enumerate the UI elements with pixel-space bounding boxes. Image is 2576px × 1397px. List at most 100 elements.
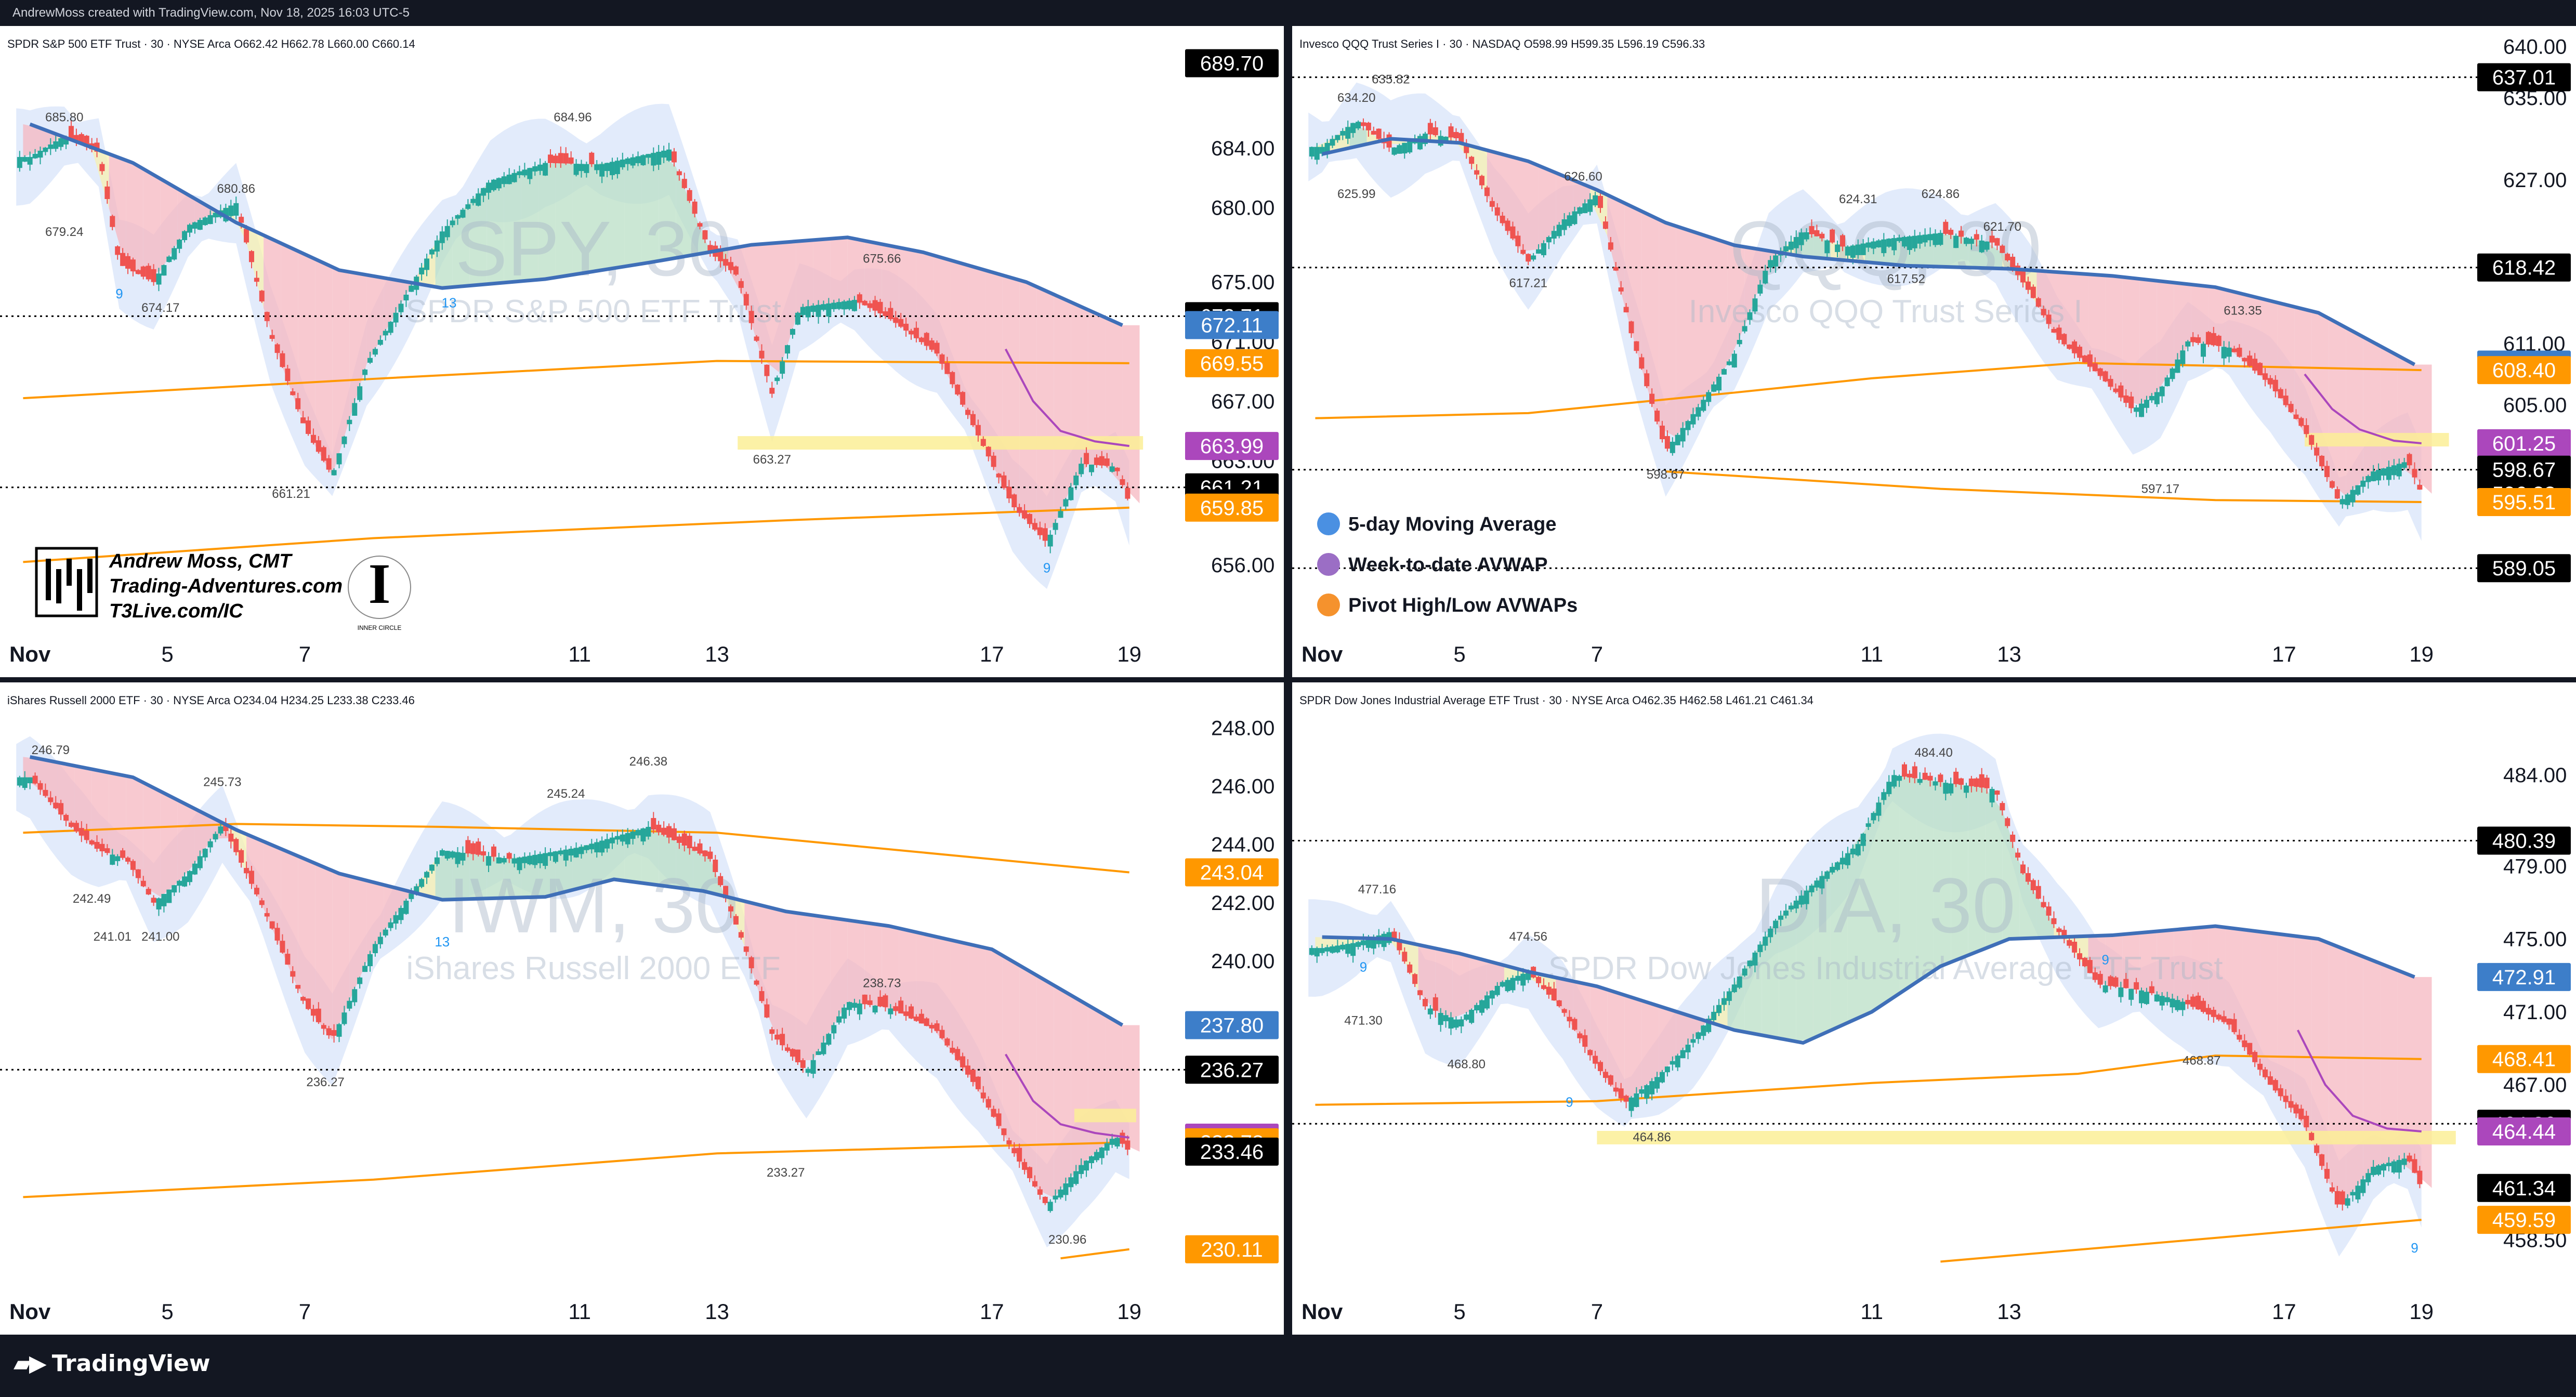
candle-body	[414, 886, 419, 893]
price-tag	[1185, 858, 1279, 887]
pivot-avwap-line	[1315, 1055, 2422, 1106]
candle-body	[2350, 490, 2356, 503]
price-annotation: 9	[1360, 959, 1367, 975]
candle-body	[604, 163, 610, 172]
candle-body	[207, 215, 213, 225]
ma-cloud-segment	[2380, 346, 2398, 470]
candle-body	[1598, 196, 1604, 208]
price-annotation: 679.24	[45, 225, 83, 239]
candle-body	[1536, 977, 1542, 983]
ma-cloud-segment	[2105, 275, 2123, 400]
branding-site: Trading-Adventures.com	[109, 575, 343, 597]
candle-body	[2041, 309, 2046, 315]
candle-body	[2087, 960, 2093, 973]
price-annotation: 241.00	[141, 930, 179, 944]
candle-body	[568, 157, 574, 164]
ma-cloud-segment	[23, 124, 41, 157]
candle-body	[1922, 234, 1928, 243]
candle-body	[1058, 1189, 1063, 1198]
candle-body	[1675, 1056, 1680, 1067]
candle-body	[1845, 853, 1850, 865]
chart-panel-spy[interactable]: SPY, 30 SPDR S&P 500 ETF Trust 685.80 679.2…	[0, 26, 1284, 677]
candle-body	[2200, 344, 2206, 357]
price-tag-label: 608.40	[2492, 359, 2556, 382]
candle-body	[702, 850, 708, 856]
candle-body	[424, 872, 430, 878]
ma-cloud-segment	[641, 828, 659, 886]
candle-body	[1032, 1181, 1037, 1187]
candle-body	[625, 833, 630, 845]
chart-panel-iwm[interactable]: IWM, 30 iShares Russell 2000 ETF 246.79 245…	[0, 682, 1284, 1335]
candle-body	[486, 182, 492, 193]
candle-body	[1598, 1062, 1604, 1071]
candle-body	[2314, 447, 2320, 456]
candle-body	[1989, 789, 1995, 803]
candle-body	[620, 160, 625, 167]
candle-body	[1649, 393, 1655, 404]
candle-body	[1551, 231, 1557, 239]
candle-body	[1417, 136, 1423, 150]
candle-body	[1768, 260, 1773, 268]
candle-body	[2293, 414, 2299, 419]
candle-body	[1804, 232, 1809, 240]
candle-body	[2056, 327, 2062, 340]
ma-cloud-segment	[761, 242, 779, 373]
candle-body	[1053, 1195, 1058, 1200]
candle-body	[110, 216, 115, 227]
candle-body	[821, 1043, 826, 1055]
candle-body	[321, 447, 326, 461]
candle-body	[2005, 818, 2010, 826]
ma-cloud-segment	[2242, 294, 2260, 375]
candle-body	[2118, 987, 2124, 997]
candle-body	[2205, 1008, 2211, 1014]
candle-body	[2396, 1159, 2402, 1173]
candle-body	[1365, 939, 1371, 948]
price-tag	[1185, 1235, 1279, 1263]
pivot-avwap-line	[1940, 1219, 2422, 1263]
candle-body	[1582, 1035, 1588, 1047]
price-annotation: 661.21	[272, 487, 310, 501]
candle-body	[599, 164, 605, 177]
price-annotation: 468.87	[2183, 1054, 2220, 1068]
ma-cloud-segment	[1796, 884, 1813, 1042]
ma-cloud-segment	[1641, 1000, 1659, 1089]
candle-body	[357, 386, 363, 400]
legend-label: Week-to-date AVWAP	[1348, 554, 1548, 576]
chart-title: SPDR S&P 500 ETF Trust · 30 · NYSE Arca …	[7, 37, 415, 50]
ma-cloud-segment	[1487, 960, 1504, 996]
candle-body	[1356, 122, 1361, 129]
candle-body	[306, 998, 311, 1009]
ma-cloud-segment	[435, 220, 453, 287]
x-tick-label: Nov	[9, 1299, 51, 1324]
candle-body	[1876, 240, 1882, 247]
ma-cloud-segment	[693, 209, 711, 255]
price-annotation: 625.99	[1337, 187, 1375, 201]
candle-body	[1855, 844, 1861, 855]
candle-body	[362, 370, 368, 375]
candle-body	[697, 223, 703, 227]
candle-body	[2257, 363, 2263, 375]
ma-cloud-segment	[1727, 243, 1745, 364]
candle-body	[2072, 341, 2078, 353]
chart-panel-qqq[interactable]: QQQ, 30 Invesco QQQ Trust Series I 634.20 6…	[1292, 26, 2576, 677]
candle-body	[2355, 1185, 2361, 1200]
ma-cloud-segment	[1676, 1011, 1693, 1058]
chart-panel-dia[interactable]: DIA, 30 SPDR Dow Jones Industrial Average…	[1292, 682, 2576, 1335]
support-zone	[1597, 1130, 2456, 1144]
price-annotation: 598.67	[1647, 468, 1685, 482]
chart-title: iShares Russell 2000 ETF · 30 · NYSE Arc…	[7, 694, 415, 707]
candle-body	[1628, 321, 1634, 334]
candle-body	[2102, 985, 2108, 993]
candle-body	[2319, 1154, 2325, 1166]
candle-body	[2386, 1163, 2391, 1166]
candle-body	[1608, 1075, 1613, 1085]
candle-body	[125, 256, 131, 269]
branding-logo-bar	[46, 559, 51, 600]
candle-body	[1084, 453, 1089, 465]
candle-body	[2319, 456, 2325, 467]
legend-swatch	[1317, 512, 1340, 535]
tradingview-logo[interactable]: ▰▶ TradingView	[14, 1350, 211, 1377]
candle-body	[1541, 985, 1546, 989]
price-annotation: 624.86	[1922, 187, 1960, 201]
candle-body	[1835, 244, 1841, 252]
